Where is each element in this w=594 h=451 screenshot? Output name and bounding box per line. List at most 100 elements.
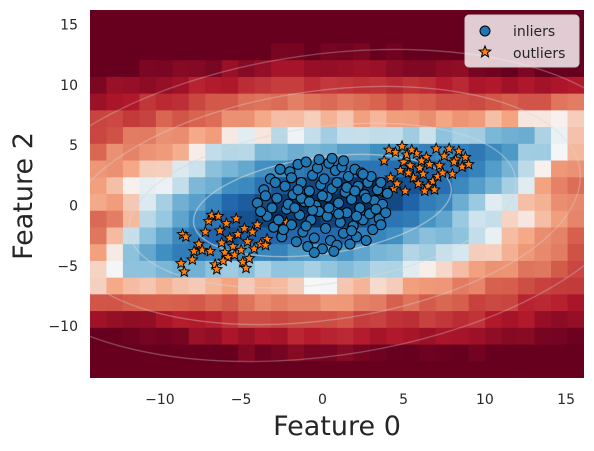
heatmap-cell: [139, 277, 157, 295]
heatmap-cell: [501, 177, 519, 195]
heatmap-cell: [238, 327, 256, 346]
heatmap-cell: [534, 210, 552, 229]
heatmap-cell: [172, 177, 190, 195]
heatmap-cell: [188, 260, 206, 279]
heatmap-cell: [90, 10, 108, 28]
heatmap-cell: [435, 210, 453, 229]
heatmap-cell: [402, 344, 420, 362]
heatmap-cell: [386, 311, 404, 329]
heatmap-cell: [155, 160, 173, 178]
outlier-point: [250, 218, 264, 231]
heatmap-cell: [139, 60, 157, 78]
outlier-point: [226, 239, 240, 252]
heatmap-cell: [386, 361, 404, 378]
heatmap-cell: [468, 143, 486, 162]
heatmap-cell: [155, 143, 173, 162]
heatmap-cell: [106, 143, 124, 162]
heatmap-cell: [139, 244, 157, 262]
heatmap-cell: [518, 143, 536, 162]
heatmap-cell: [122, 177, 140, 195]
heatmap-cell: [221, 277, 239, 295]
heatmap-cell: [90, 227, 108, 245]
heatmap-cell: [155, 10, 173, 28]
outlier-point: [198, 225, 212, 238]
inlier-point: [320, 222, 332, 234]
heatmap-cell: [221, 43, 239, 61]
heatmap-cell: [271, 43, 289, 61]
heatmap-cell: [106, 26, 124, 45]
outlier-point: [239, 261, 253, 274]
heatmap-cell: [155, 361, 173, 378]
heatmap-cell: [90, 93, 108, 111]
inlier-point: [279, 180, 291, 192]
heatmap-cell: [485, 210, 503, 229]
heatmap-cell: [452, 344, 470, 362]
heatmap-cell: [501, 260, 519, 279]
heatmap-cell: [271, 244, 289, 262]
heatmap-cell: [485, 277, 503, 295]
heatmap-cell: [485, 160, 503, 178]
heatmap-cell: [337, 311, 355, 329]
inlier-point: [380, 207, 392, 219]
heatmap-cell: [386, 327, 404, 346]
heatmap-cell: [188, 344, 206, 362]
heatmap-cell: [452, 260, 470, 279]
heatmap-cell: [271, 344, 289, 362]
heatmap-cell: [337, 127, 355, 145]
inlier-point: [255, 206, 267, 217]
heatmap-cell: [188, 10, 206, 28]
heatmap-cell: [287, 344, 305, 362]
heatmap-cell: [188, 143, 206, 162]
heatmap-cell: [139, 361, 157, 378]
outlier-point: [223, 231, 237, 244]
heatmap-cell: [271, 93, 289, 111]
heatmap-cell: [518, 177, 536, 195]
outlier-point: [192, 237, 206, 250]
heatmap-cell: [304, 294, 322, 312]
heatmap-cell: [221, 110, 239, 128]
heatmap-cell: [254, 277, 272, 295]
heatmap-cell: [337, 76, 355, 95]
heatmap-cell: [320, 93, 338, 111]
heatmap-cell: [221, 127, 239, 145]
heatmap-cell: [501, 294, 519, 312]
heatmap-cell: [369, 60, 387, 78]
heatmap-cell: [155, 76, 173, 95]
inlier-point: [303, 196, 315, 208]
heatmap-cell: [254, 26, 272, 45]
outlier-point: [384, 170, 398, 184]
heatmap-cell: [452, 93, 470, 111]
heatmap-cell: [452, 210, 470, 229]
heatmap-cell: [337, 294, 355, 312]
heatmap-cell: [205, 194, 223, 212]
heatmap-cell: [320, 327, 338, 346]
heatmap-cell: [287, 127, 305, 145]
heatmap-cell: [518, 76, 536, 95]
heatmap-cell: [287, 327, 305, 346]
heatmap-cell: [402, 60, 420, 78]
heatmap-cell: [287, 277, 305, 295]
heatmap-cell: [419, 43, 437, 61]
heatmap-cell: [386, 210, 404, 229]
heatmap-cell: [402, 93, 420, 111]
heatmap-cell: [90, 210, 108, 229]
heatmap-cell: [419, 10, 437, 28]
heatmap-cell: [402, 76, 420, 95]
heatmap-cell: [320, 110, 338, 128]
heatmap-cell: [304, 361, 322, 378]
heatmap-cell: [468, 227, 486, 245]
outlier-point: [220, 216, 233, 229]
heatmap-cell: [106, 210, 124, 229]
outlier-point: [174, 256, 188, 269]
decision-contours: [90, 48, 584, 363]
heatmap-cell: [369, 26, 387, 45]
x-tick-label: −10: [145, 392, 175, 408]
y-tick-label: −5: [57, 259, 78, 275]
heatmap-cell: [320, 127, 338, 145]
heatmap-cell: [369, 277, 387, 295]
heatmap-cell: [320, 311, 338, 329]
heatmap-cell: [501, 160, 519, 178]
heatmap-cell: [485, 177, 503, 195]
heatmap-cell: [205, 143, 223, 162]
outlier-point: [195, 243, 209, 256]
